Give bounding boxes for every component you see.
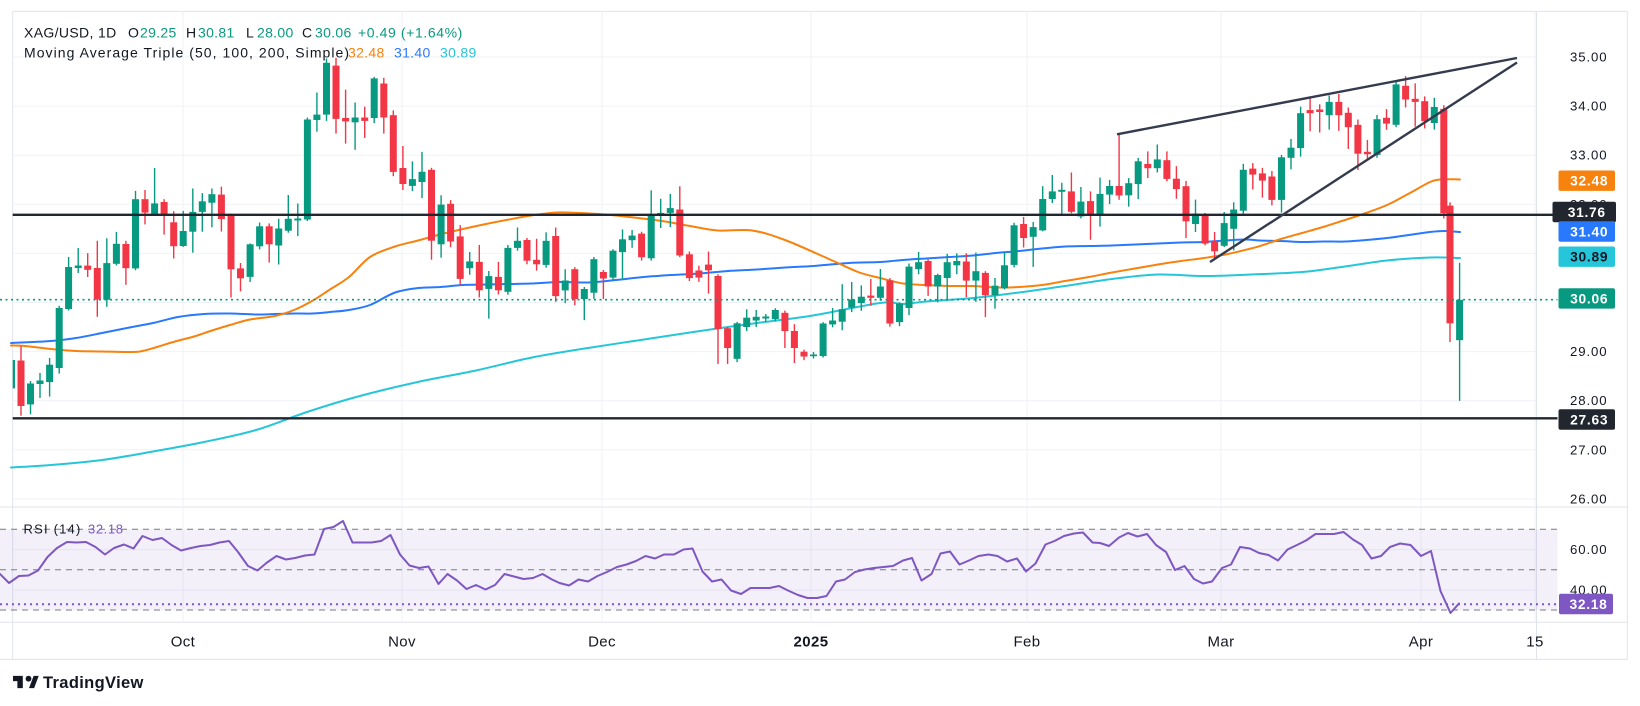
svg-text:35.00: 35.00	[1570, 50, 1608, 65]
svg-text:30.06: 30.06	[315, 25, 352, 41]
svg-text:2025: 2025	[794, 634, 829, 651]
svg-text:Oct: Oct	[171, 634, 196, 651]
svg-text:27.00: 27.00	[1570, 442, 1608, 457]
svg-text:Feb: Feb	[1013, 634, 1040, 651]
svg-text:30.06: 30.06	[1570, 291, 1608, 306]
svg-text:32.48: 32.48	[1570, 174, 1608, 189]
svg-text:29.25: 29.25	[140, 25, 177, 41]
svg-text:L: L	[246, 25, 254, 41]
svg-text:32.48: 32.48	[348, 45, 385, 61]
svg-text:30.89: 30.89	[440, 45, 477, 61]
svg-text:27.63: 27.63	[1570, 412, 1608, 427]
svg-text:XAG/USD, 1D: XAG/USD, 1D	[24, 25, 117, 41]
svg-text:Dec: Dec	[588, 634, 616, 651]
svg-text:15: 15	[1526, 634, 1544, 651]
svg-text:TradingView: TradingView	[43, 674, 144, 692]
svg-text:+0.49 (+1.64%): +0.49 (+1.64%)	[358, 25, 463, 41]
svg-text:31.40: 31.40	[394, 45, 431, 61]
svg-text:30.81: 30.81	[198, 25, 235, 41]
svg-text:C: C	[302, 25, 312, 41]
svg-text:60.00: 60.00	[1570, 542, 1608, 557]
svg-text:29.00: 29.00	[1570, 344, 1608, 359]
svg-text:30.89: 30.89	[1570, 250, 1608, 265]
svg-text:28.00: 28.00	[1570, 393, 1608, 408]
svg-text:RSI (14): RSI (14)	[24, 522, 82, 537]
svg-text:34.00: 34.00	[1570, 99, 1608, 114]
svg-text:28.00: 28.00	[257, 25, 294, 41]
svg-text:H: H	[186, 25, 196, 41]
svg-text:Nov: Nov	[388, 634, 416, 651]
svg-text:26.00: 26.00	[1570, 491, 1608, 506]
svg-text:32.18: 32.18	[1569, 597, 1607, 612]
svg-text:Apr: Apr	[1409, 634, 1434, 651]
svg-text:33.00: 33.00	[1570, 148, 1608, 163]
svg-text:31.40: 31.40	[1570, 224, 1608, 239]
svg-text:Moving Average Triple (50, 100: Moving Average Triple (50, 100, 200, Sim…	[24, 45, 350, 61]
svg-text:Mar: Mar	[1207, 634, 1234, 651]
svg-text:32.18: 32.18	[88, 522, 124, 537]
svg-text:O: O	[128, 25, 139, 41]
svg-text:31.76: 31.76	[1568, 205, 1606, 220]
